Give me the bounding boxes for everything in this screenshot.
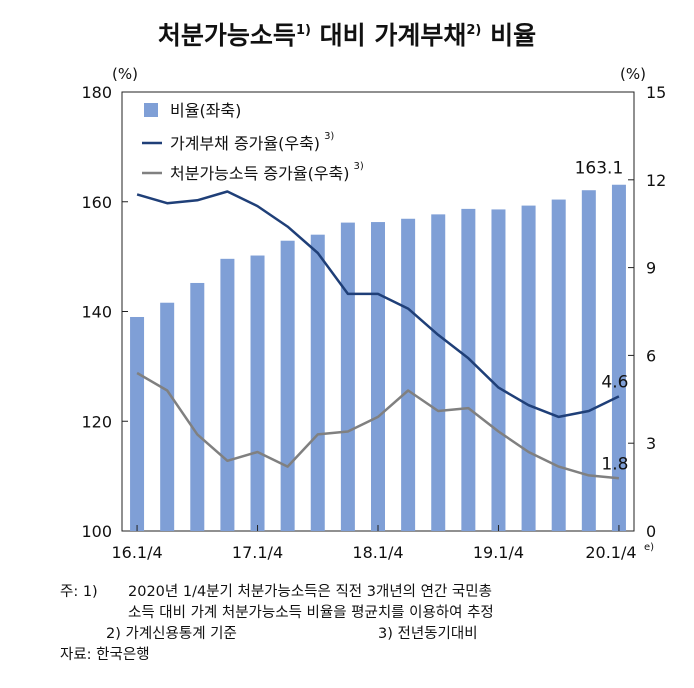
household-debt-growth-line — [136, 190, 620, 419]
bar — [250, 255, 265, 531]
bar — [280, 240, 295, 531]
bar — [340, 222, 355, 532]
right-axis-tick-label: 3 — [646, 434, 656, 453]
bar — [611, 184, 626, 531]
bar — [551, 199, 566, 531]
legend-superscript: 3) — [354, 161, 364, 172]
legend-bar-label: 비율(좌축) — [170, 101, 241, 120]
x-axis-tick-label: 17.1/4 — [232, 543, 283, 562]
legend-bar-swatch — [144, 103, 158, 117]
x-axis-tick-label: 18.1/4 — [352, 543, 403, 562]
bar-last-value-label: 163.1 — [575, 159, 624, 179]
legend-debt-line-label: 가계부채 증가율(우축) — [170, 134, 320, 153]
bar — [310, 234, 325, 532]
left-axis-tick-label: 140 — [81, 303, 112, 322]
chart-title: 처분가능소득1) 대비 가계부채2) 비율 — [158, 21, 536, 50]
bar — [491, 209, 506, 531]
x-axis-tick-label: 20.1/4 — [585, 543, 636, 562]
bar — [220, 258, 235, 531]
bar — [401, 218, 416, 532]
left-axis-tick-label: 180 — [81, 83, 112, 102]
bar — [461, 208, 476, 532]
right-axis-tick-label: 12 — [646, 171, 666, 190]
bar — [371, 222, 385, 531]
legend-income-line-label: 처분가능소득 증가율(우축) — [170, 164, 350, 183]
bar — [581, 190, 596, 531]
bar — [521, 205, 536, 531]
note-2: 2) 가계신용통계 기준 — [106, 626, 237, 642]
bar — [431, 214, 446, 531]
right-axis-unit: (%) — [620, 65, 646, 83]
x-axis-tick-superscript: e) — [644, 542, 654, 553]
x-axis-tick-label: 16.1/4 — [111, 543, 162, 562]
note-1-prefix: 주: 1) — [60, 584, 98, 600]
left-axis-unit: (%) — [112, 65, 138, 83]
left-axis-tick-label: 160 — [81, 193, 112, 212]
bar — [190, 282, 205, 531]
right-axis-tick-label: 0 — [646, 522, 656, 541]
income-growth-last-value-label: 1.8 — [601, 454, 628, 474]
chart: 처분가능소득1) 대비 가계부채2) 비율 (%) (%) 1001201401… — [81, 21, 666, 562]
right-axis-tick-label: 6 — [646, 346, 656, 365]
source-note: 자료: 한국은행 — [60, 647, 150, 663]
plot-area: 100 120 140 160 180 0 3 6 9 12 15 16.1/4 17.1/4 18.1/… — [81, 83, 666, 562]
right-axis-tick-label: 15 — [646, 83, 666, 102]
x-axis-tick-label: 19.1/4 — [473, 543, 524, 562]
debt-growth-last-value-label: 4.6 — [601, 372, 628, 392]
right-axis-tick-label: 9 — [646, 259, 656, 278]
disposable-income-growth-line — [136, 371, 620, 480]
note-1-text: 2020년 1/4분기 처분가능소득은 직전 3개년의 연간 국민총 — [128, 584, 492, 600]
bar — [160, 302, 175, 531]
bar — [130, 316, 145, 531]
left-axis-tick-label: 120 — [81, 412, 112, 431]
note-3: 3) 전년동기대비 — [378, 626, 478, 642]
note-1-continued: 소득 대비 가계 처분가능소득 비율을 평균치를 이용하여 추정 — [128, 605, 494, 621]
left-axis-tick-label: 100 — [81, 522, 112, 541]
legend-superscript: 3) — [324, 131, 334, 142]
